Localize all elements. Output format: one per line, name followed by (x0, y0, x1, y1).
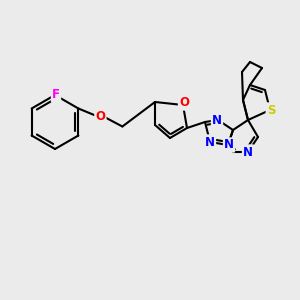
Text: F: F (52, 88, 60, 101)
Text: N: N (224, 139, 234, 152)
Text: O: O (179, 97, 189, 110)
Text: O: O (95, 110, 105, 123)
Text: N: N (205, 136, 215, 148)
Text: N: N (243, 146, 253, 158)
Text: N: N (212, 113, 222, 127)
Text: S: S (267, 103, 275, 116)
